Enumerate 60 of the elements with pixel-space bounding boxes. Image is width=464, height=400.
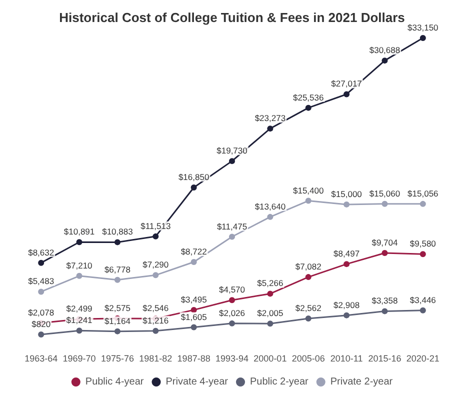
data-label: $8,632 [28, 247, 54, 258]
data-label: $9,580 [410, 238, 436, 249]
data-label: $10,891 [64, 226, 95, 237]
data-label: $13,640 [254, 201, 286, 212]
data-label: $15,400 [292, 185, 324, 196]
data-label: $9,704 [372, 238, 398, 248]
data-label: $19,730 [216, 146, 248, 156]
data-label: $3,446 [410, 294, 436, 305]
data-label: $2,499 [66, 304, 93, 314]
data-label: $15,060 [369, 188, 400, 198]
data-label: $5,266 [257, 278, 284, 288]
legend-label: Public 2-year [250, 376, 310, 388]
data-label: $10,883 [102, 226, 134, 237]
chart-title: Historical Cost of College Tuition & Fees in 2021 Dollars [59, 10, 405, 25]
data-label: $11,513 [140, 220, 171, 231]
x-tick-label: 1975-76 [100, 354, 134, 364]
data-label: $7,290 [142, 260, 169, 270]
data-label: $1,241 [66, 315, 93, 326]
data-label: $11,475 [216, 221, 248, 232]
data-label: $1,605 [180, 312, 208, 322]
data-label: $15,000 [331, 188, 362, 199]
data-label: $2,575 [104, 302, 131, 313]
x-tick-label: 1981-82 [139, 354, 172, 364]
data-label: $8,722 [180, 246, 208, 257]
x-tick-label: 1993-94 [215, 354, 249, 364]
x-tick-label: 2010-11 [330, 354, 363, 364]
x-tick-label: 1987-88 [177, 354, 210, 364]
data-label: $3,358 [372, 296, 398, 306]
data-label: $7,210 [66, 260, 93, 270]
data-label: $1,164 [104, 316, 131, 326]
data-label: $30,688 [369, 45, 400, 56]
data-label: $25,536 [292, 92, 324, 102]
data-label: $820 [32, 318, 51, 329]
data-label: $3,495 [180, 294, 208, 304]
data-label: $1,216 [142, 315, 169, 326]
data-label: $15,056 [408, 188, 439, 198]
data-label: $2,562 [295, 303, 322, 314]
x-tick-label: 1969-70 [62, 354, 96, 364]
x-tick-label: 1963-64 [24, 354, 58, 364]
data-label: $2,546 [142, 303, 169, 314]
x-tick-label: 2015-16 [368, 354, 402, 364]
data-label: $2,005 [257, 308, 284, 318]
legend-label: Public 4-year [85, 376, 144, 388]
x-tick-label: 2005-06 [292, 354, 325, 364]
legend-label: Private 4-year [166, 376, 229, 388]
data-label: $2,908 [334, 300, 360, 310]
data-label: $6,778 [104, 264, 131, 274]
data-label: $4,570 [219, 284, 246, 295]
data-label: $2,078 [28, 307, 54, 318]
x-tick-label: 2020-21 [406, 354, 440, 364]
data-label: $8,497 [334, 248, 360, 259]
x-tick-label: 2000-01 [254, 354, 287, 364]
data-label: $16,850 [178, 172, 210, 182]
data-label: $5,483 [28, 276, 54, 286]
data-label: $27,017 [331, 78, 362, 89]
legend-label: Private 2-year [330, 376, 394, 388]
data-label: $2,026 [219, 308, 246, 318]
data-label: $33,150 [408, 22, 439, 32]
data-label: $7,082 [295, 262, 322, 272]
data-label: $23,273 [254, 113, 286, 124]
